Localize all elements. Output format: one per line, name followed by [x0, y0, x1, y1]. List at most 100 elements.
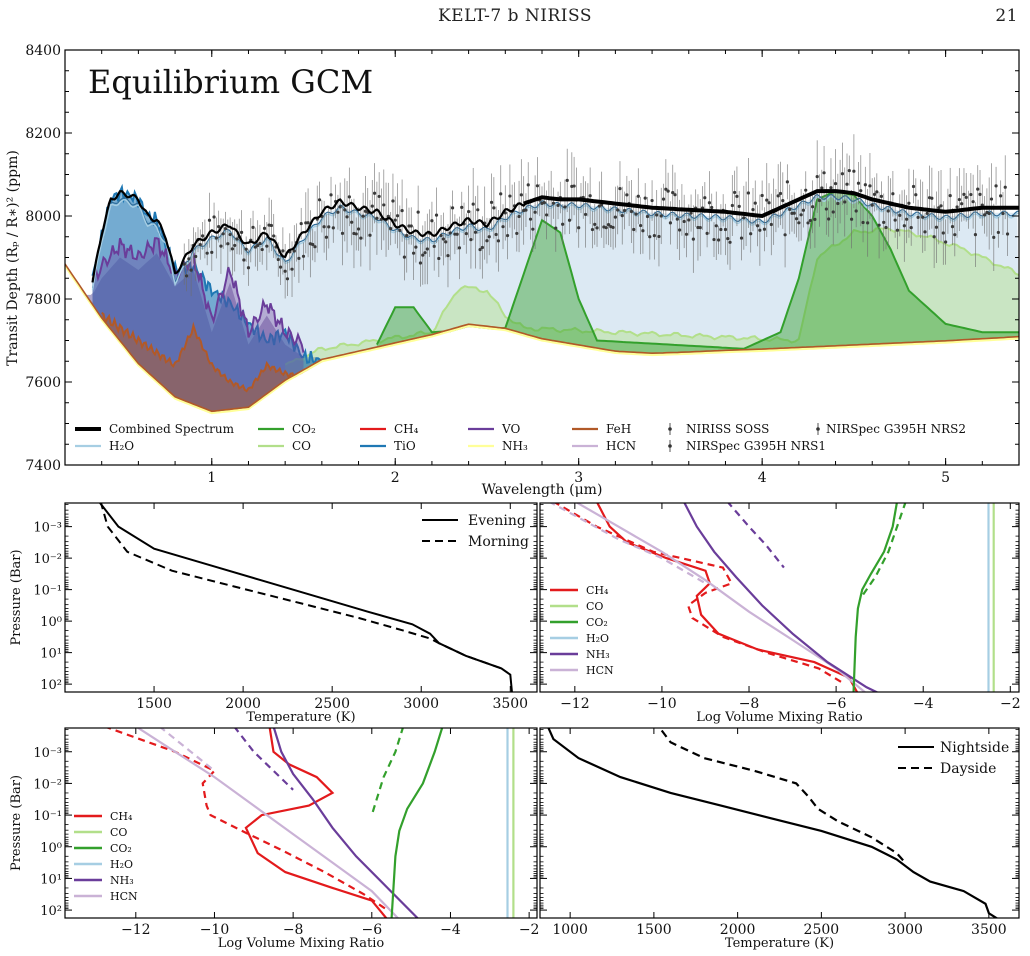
nh3-profile-dashed — [727, 503, 785, 569]
y-tick-label: 7600 — [25, 375, 61, 391]
y-tick-label: 10¹ — [40, 647, 62, 662]
legend-label: CO₂ — [110, 842, 132, 855]
legend-label: NIRISS SOSS — [686, 422, 769, 436]
y-tick-label: 8400 — [25, 43, 61, 59]
spectrum-legend: Combined Spectrum H₂O CO₂ CO CH₄ TiO VO NH₃ FeH H… — [75, 422, 966, 453]
legend-label: Evening — [468, 513, 526, 529]
x-tick-label: −8 — [283, 922, 304, 938]
spectrum-plot-area — [65, 134, 1019, 415]
x-tick-label: 1 — [207, 470, 216, 486]
hcn-profile-dashed — [159, 728, 216, 772]
legend-label: Morning — [468, 534, 529, 550]
legend-label: CO — [110, 826, 127, 839]
legend-label: Nightside — [940, 740, 1009, 756]
y-axis-label: Pressure (Bar) — [9, 775, 24, 871]
evening-profile — [98, 503, 513, 692]
x-tick-label: −12 — [560, 696, 590, 712]
co2-profile-dashed — [861, 503, 907, 597]
x-tick-label: 3500 — [492, 696, 528, 712]
x-tick-label: 1000 — [552, 922, 588, 938]
combined-line-thick — [523, 189, 1019, 219]
y-tick-label: 10² — [40, 678, 62, 693]
nh3-profile-dashed — [233, 728, 294, 791]
x-axis-label: Temperature (K) — [725, 936, 834, 951]
spectrum-xlabel: Wavelength (μm) — [482, 482, 603, 498]
x-axis-label: Log Volume Mixing Ratio — [696, 710, 863, 725]
y-tick-label: 10⁻² — [33, 552, 62, 567]
x-tick-label: 4 — [758, 470, 767, 486]
x-tick-label: −4 — [440, 922, 461, 938]
panel-annotation: Equilibrium GCM — [88, 63, 373, 101]
x-axis-label: Log Volume Mixing Ratio — [218, 936, 385, 951]
x-tick-label: −6 — [361, 922, 382, 938]
co2-profile-dashed — [370, 728, 404, 816]
legend-label: H₂O — [110, 858, 133, 871]
feh-fill — [101, 312, 322, 414]
y-tick-label: 10⁻³ — [33, 746, 62, 761]
nh3-profile — [272, 728, 419, 918]
ch4-profile — [596, 503, 859, 692]
legend-label: NH₃ — [586, 648, 610, 661]
co2-fill — [376, 191, 1019, 355]
legend-label: H₂O — [109, 439, 134, 453]
y-tick-label: 10⁰ — [40, 615, 62, 630]
x-tick-label: −10 — [200, 922, 230, 938]
co2-profile — [852, 503, 898, 692]
legend-label: CO₂ — [292, 422, 316, 436]
y-tick-label: 8200 — [25, 126, 61, 142]
legend-label: HCN — [110, 890, 138, 903]
legend-label: FeH — [606, 422, 631, 436]
hcn-profile-dashed — [549, 503, 707, 585]
legend-label: CH₄ — [394, 422, 419, 436]
nh3-profile — [683, 503, 879, 692]
x-tick-label: 1500 — [636, 922, 672, 938]
feh-baseline-line — [65, 263, 1019, 413]
nh3-line — [65, 265, 1019, 415]
x-tick-label: 2500 — [314, 696, 350, 712]
x-tick-label: −2 — [1000, 696, 1021, 712]
page-number: 21 — [995, 6, 1018, 26]
co-fill — [285, 227, 1019, 382]
legend-label: VO — [501, 422, 520, 436]
vmr-evening-morning-panel: −12 −10 −8 −6 −4 −2 Log Volume Mixing Ratio CH₄… — [539, 502, 1021, 725]
legend-label: CO — [292, 439, 311, 453]
y-tick-label: 10⁻² — [33, 777, 62, 792]
nightside-profile — [547, 728, 999, 918]
h2o-line — [91, 193, 1019, 289]
legend-label: NIRSpec G395H NRS1 — [686, 439, 826, 453]
y-tick-label: 10⁻¹ — [33, 584, 62, 599]
legend-label: CH₄ — [110, 810, 133, 823]
y-tick-label: 10⁰ — [40, 841, 62, 856]
y-tick-label: 10² — [40, 904, 62, 919]
y-tick-label: 10⁻¹ — [33, 809, 62, 824]
x-tick-label: −12 — [121, 922, 151, 938]
y-tick-label: 7400 — [25, 458, 61, 474]
feh-line — [101, 311, 323, 393]
x-tick-label: −10 — [647, 696, 677, 712]
x-tick-label: −4 — [913, 696, 934, 712]
ch4-profile — [244, 728, 388, 918]
x-tick-label: 3000 — [403, 696, 439, 712]
legend-label: CO — [586, 600, 603, 613]
ch4-profile-dashed — [105, 728, 389, 912]
spectrum-axes: 1 2 3 4 5 7400 7600 7800 8000 8200 8400 — [25, 43, 1019, 486]
y-tick-label: 10⁻³ — [33, 521, 62, 536]
x-tick-label: 3 — [574, 470, 583, 486]
spectrum-ylabel: Transit Depth (Rₚ / R∗)² (ppm) — [5, 150, 21, 366]
legend-label: CH₄ — [586, 584, 609, 597]
vo-line — [91, 237, 305, 353]
y-tick-label: 8000 — [25, 209, 61, 225]
legend-label: CO₂ — [586, 616, 608, 629]
x-tick-label: 2000 — [720, 922, 756, 938]
legend-label: NH₃ — [502, 439, 528, 453]
observation-points — [182, 134, 1010, 299]
running-title: KELT-7 b NIRISS — [437, 6, 592, 26]
legend-label: TiO — [394, 439, 416, 453]
x-tick-label: 2000 — [225, 696, 261, 712]
legend-label: NH₃ — [110, 874, 134, 887]
x-tick-label: 2 — [391, 470, 400, 486]
x-tick-label: 5 — [941, 470, 950, 486]
legend-label: HCN — [586, 664, 614, 677]
x-tick-label: −8 — [739, 696, 760, 712]
